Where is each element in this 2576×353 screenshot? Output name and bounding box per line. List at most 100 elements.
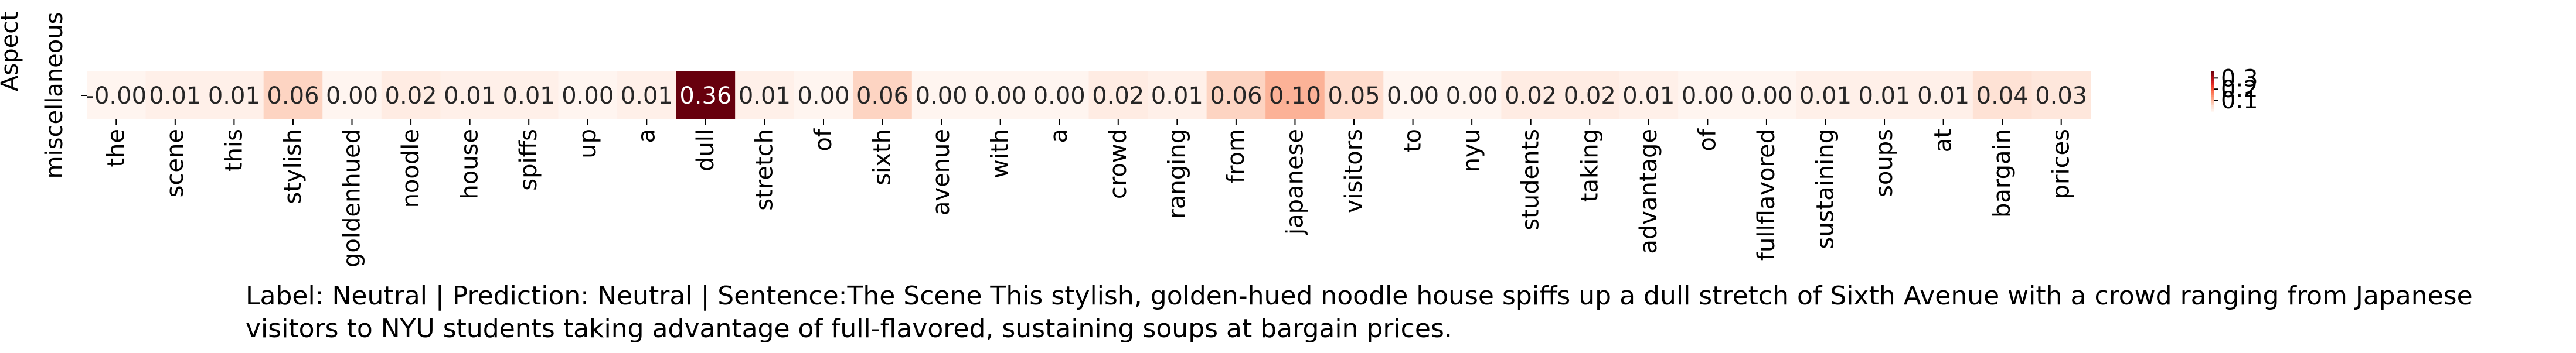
cell-value-label: 0.01 [444,83,496,109]
x-tick-label: dull [692,129,719,172]
x-tick-label: a [1046,129,1073,143]
cell-value-label: 0.02 [385,83,437,109]
cell-value-label: 0.36 [679,83,731,109]
x-tick-label: stretch [751,129,778,211]
cell-value-label: 0.05 [1328,83,1380,109]
cell-value-label: 0.00 [1033,83,1085,109]
cell-value-label: 0.02 [1505,83,1557,109]
colorbar-segment [2211,107,2214,110]
colorbar-segment [2211,77,2214,80]
colorbar-segment [2211,81,2214,84]
x-tick-label: visitors [1340,129,1367,213]
x-tick-label: with [987,129,1014,179]
x-tick-label: of [1694,128,1721,151]
x-tick-label: up [574,129,601,159]
cell-value-label: 0.01 [621,83,673,109]
heatmap-cell [145,71,205,119]
x-tick-label: ranging [1163,129,1190,219]
x-tick-label: goldenhued [339,129,366,268]
x-tick-label: students [1517,129,1544,231]
cell-value-label: 0.01 [739,83,791,109]
heatmap-cell [381,71,441,119]
heatmap-cell [911,71,971,119]
colorbar-segment [2211,97,2214,100]
cell-value-label: 0.01 [208,83,260,109]
heatmap-cell [322,71,382,119]
cell-value-label: 0.01 [1859,83,1911,109]
colorbar-segment [2211,75,2214,78]
x-tick-label: nyu [1458,129,1485,172]
heatmap-cell [1972,71,2033,119]
colorbar-segment [2211,105,2214,108]
cell-value-label: 0.06 [856,83,908,109]
cell-value-label: 0.06 [267,83,319,109]
x-tick-label: of [810,128,837,151]
cell-value-label: 0.00 [1446,83,1498,109]
heatmap-cell [617,71,677,119]
cell-value-label: 0.00 [562,83,614,109]
cell-value-label: 0.10 [1269,83,1321,109]
cell-value-label: 0.03 [2035,83,2087,109]
x-tick-label: scene [162,129,189,197]
x-tick-label: sixth [869,129,896,186]
colorbar-segment [2211,83,2214,86]
heatmap-cell [440,71,500,119]
x-tick-label: at [1930,129,1957,152]
colorbar-tick-label: 0.3 [2221,65,2258,92]
cell-value-label: 0.02 [1564,83,1616,109]
cell-value-label: 0.01 [1917,83,1969,109]
x-tick-label: from [1223,129,1250,183]
cell-value-label: 0.00 [797,83,849,109]
heatmap-cell [1737,71,1796,119]
heatmap-cell [971,71,1030,119]
heatmap-cell [1796,71,1856,119]
heatmap-cell [1854,71,1914,119]
colorbar-tick-label: 0.1 [2221,87,2258,114]
cell-value-label: 0.00 [1740,83,1792,109]
x-tick-label: advantage [1635,129,1662,254]
cell-value-label: 0.00 [1682,83,1734,109]
cell-value-label: 0.02 [1092,83,1144,109]
colorbar-segment [2211,73,2214,76]
row-label: miscellaneous [41,12,68,179]
heatmap-cell [1501,71,1561,119]
cell-value-label: 0.00 [1387,83,1439,109]
x-tick-label: sustaining [1812,129,1839,249]
x-tick-label: a [633,129,660,143]
colorbar-segment [2211,79,2214,82]
cell-value-label: 0.01 [1622,83,1675,109]
heatmap-cell [1678,71,1738,119]
x-tick-label: to [1400,129,1427,152]
x-tick-label: stylish [280,129,307,204]
heatmap-cell [1206,71,1266,119]
y-axis-title: Aspect [0,12,23,91]
x-tick-label: spiffs [515,129,542,191]
x-tick-label: the [103,129,130,167]
x-tick-label: crowd [1105,129,1132,199]
heatmap-cell [2031,71,2091,119]
heatmap-cell [794,71,853,119]
colorbar-segment [2211,95,2214,98]
heatmap-cell [1914,71,1973,119]
x-tick-label: bargain [1989,129,2016,218]
heatmap-cell [1148,71,1207,119]
colorbar-segment [2211,103,2214,106]
x-tick-label: avenue [928,129,955,215]
x-tick-label: soups [1871,129,1898,197]
colorbar-segment [2211,89,2214,92]
heatmap-cell [558,71,618,119]
cell-value-label: 0.00 [974,83,1026,109]
heatmap-cell [263,71,323,119]
heatmap-cell [205,71,264,119]
colorbar-segment [2211,99,2214,102]
colorbar-segment [2211,71,2214,74]
cell-value-label: 0.01 [503,83,555,109]
heatmap-cell [1324,71,1384,119]
colorbar-segment [2211,109,2214,112]
heatmap-cell [1383,71,1443,119]
x-tick-label: taking [1576,129,1603,202]
colorbar-segment [2211,87,2214,90]
x-tick-label: house [457,129,484,200]
x-tick-label: fullflavored [1753,129,1780,261]
